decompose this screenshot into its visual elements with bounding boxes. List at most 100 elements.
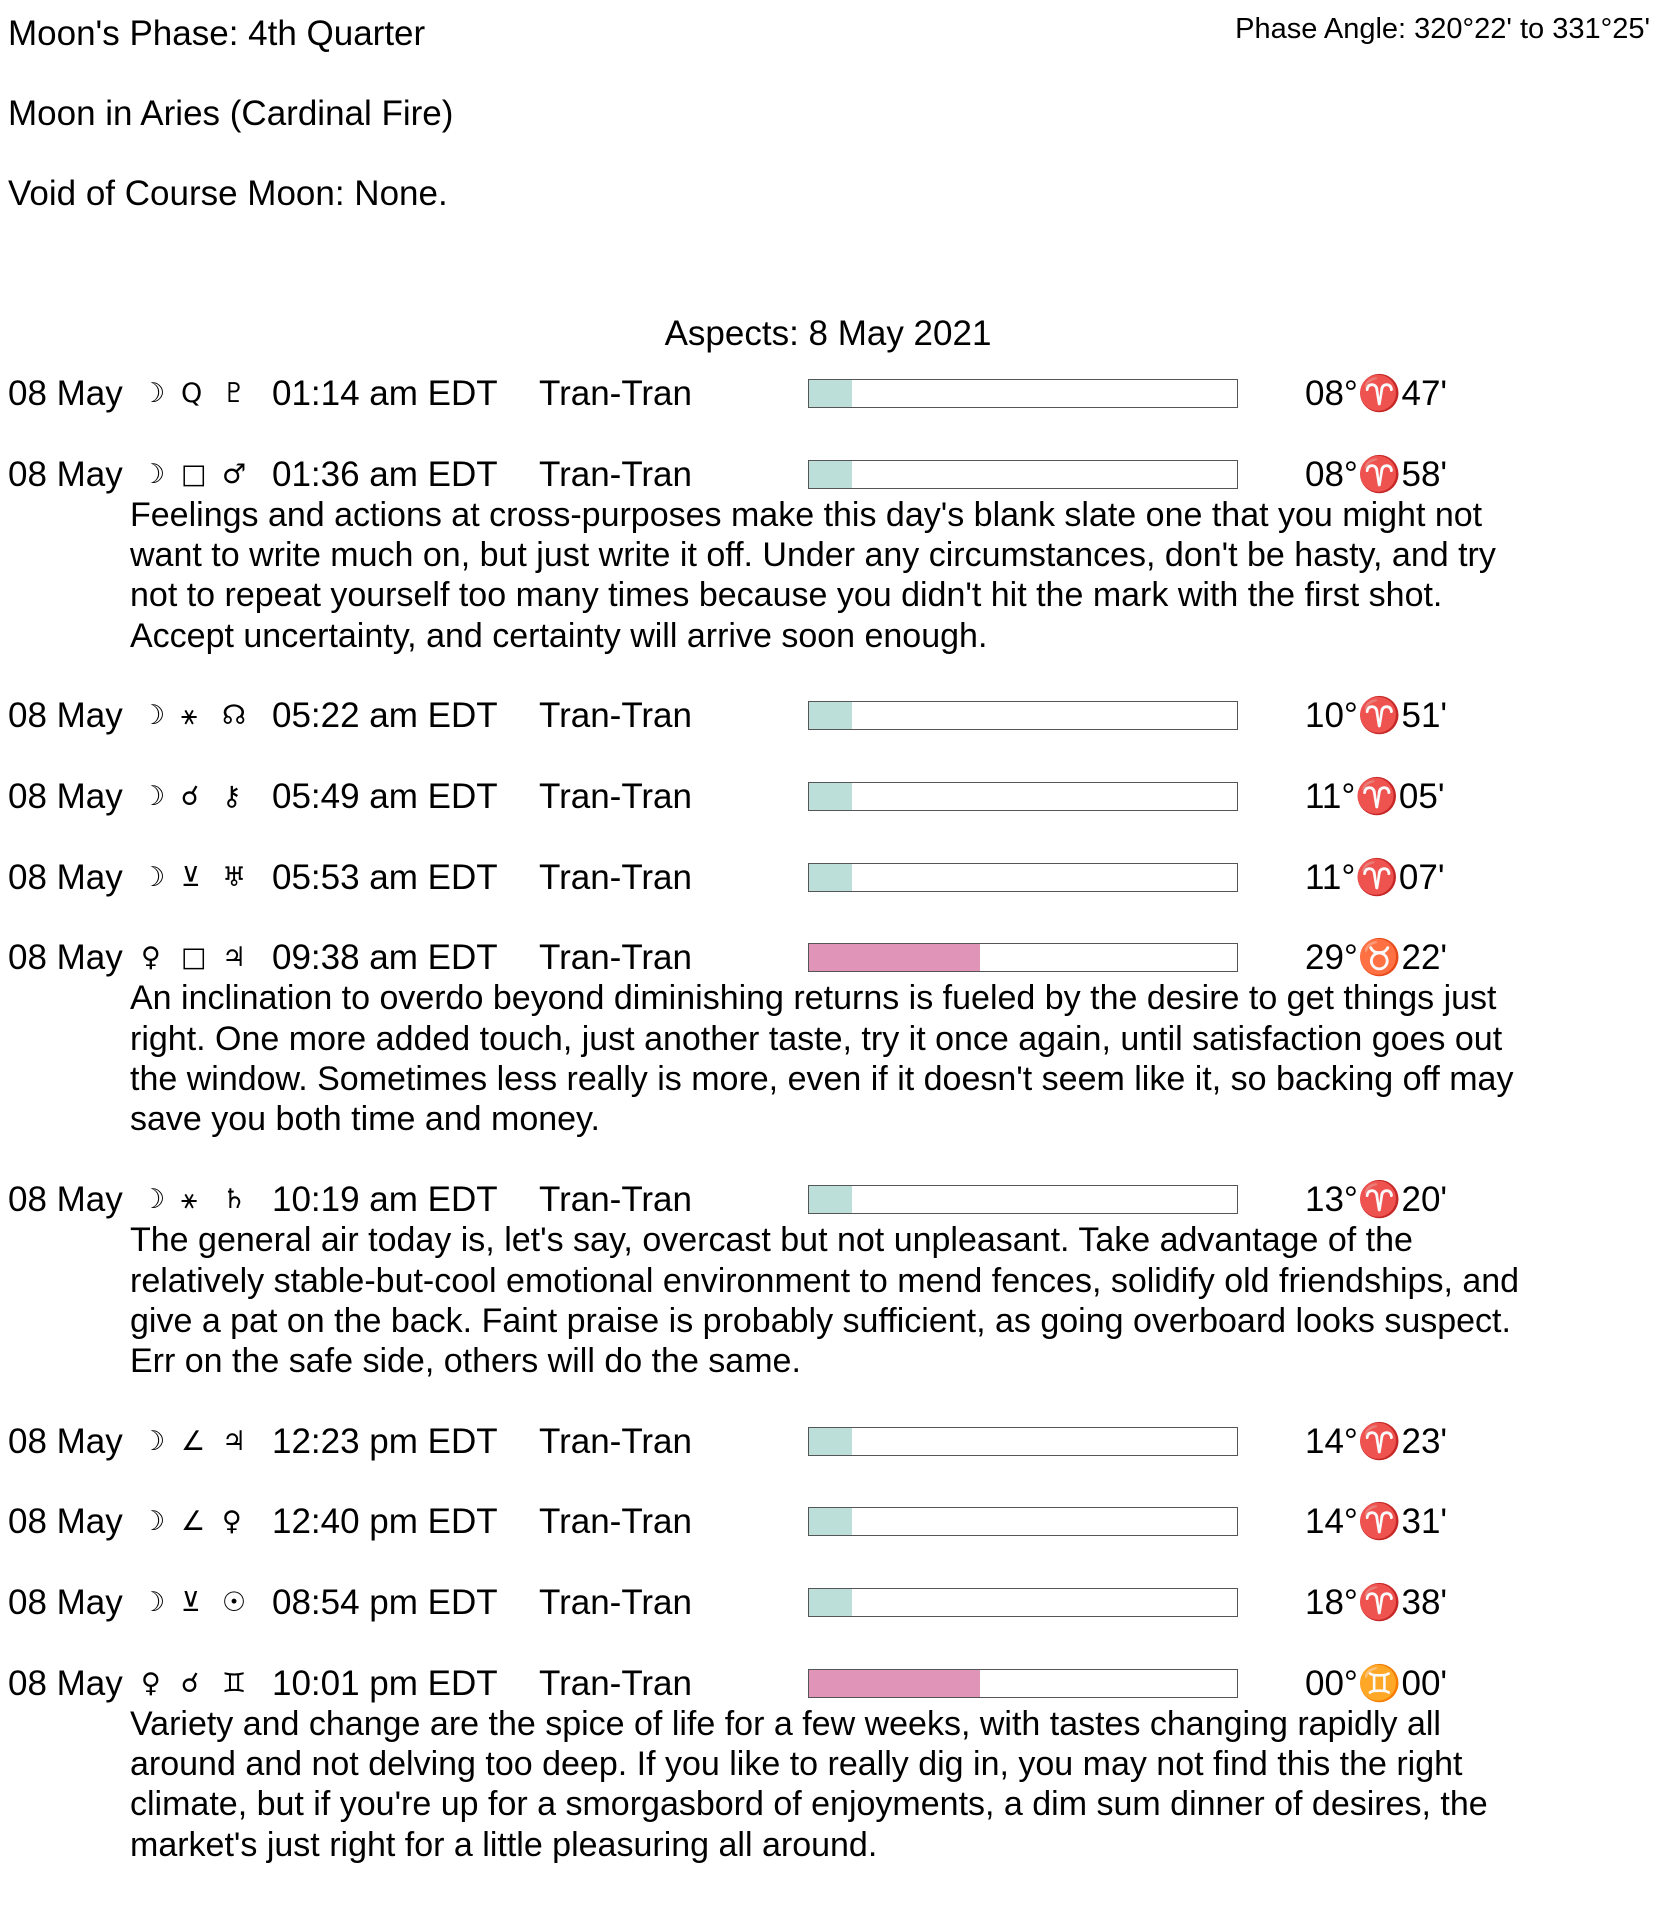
strength-bar [808, 943, 1238, 973]
aspect-date: 08 May [8, 1421, 123, 1461]
aspect-description-line: An inclination to overdo beyond diminish… [130, 979, 1497, 1018]
aspect-icon: ⚹ [181, 1183, 198, 1215]
aspect-date: 08 May [8, 776, 123, 816]
aspect-kind: Tran-Tran [539, 1179, 692, 1219]
planet2-icon: ♅ [222, 861, 247, 893]
void-of-course: Void of Course Moon: None. [8, 174, 448, 213]
aspect-position: 00°♊00' [1305, 1663, 1448, 1703]
aspect-time: 01:36 am EDT [272, 454, 498, 494]
aspect-row: 08 May ☽ ⚹ ☊ 05:22 am EDT Tran-Tran 10°♈51' [0, 696, 1656, 736]
aspect-position: 11°♈07' [1305, 857, 1445, 897]
aspect-position: 18°♈38' [1305, 1582, 1448, 1622]
planet2-icon: ♊ [222, 1667, 247, 1699]
aspect-position: 14°♈23' [1305, 1421, 1448, 1461]
aspect-description-line: not to repeat yourself too many times be… [130, 576, 1443, 615]
aspect-date: 08 May [8, 454, 123, 494]
strength-bar-fill [809, 782, 852, 810]
aspect-entry: 08 May ☽ ⚹ ☊ 05:22 am EDT Tran-Tran 10°♈51' [0, 696, 1656, 736]
strength-bar-fill [809, 1508, 852, 1536]
aspect-date: 08 May [8, 857, 123, 897]
aspect-description-line: save you both time and money. [130, 1100, 600, 1139]
aspect-description-line: around and not delving too deep. If you … [130, 1745, 1463, 1784]
aspect-entry: 08 May ☽ ⊻ ♅ 05:53 am EDT Tran-Tran 11°♈07' [0, 858, 1656, 898]
aspect-time: 05:49 am EDT [272, 776, 498, 816]
aspect-icon: ☌ [181, 1667, 200, 1699]
planet2-icon: ♃ [222, 1425, 247, 1457]
aspect-description-line: Feelings and actions at cross-purposes m… [130, 495, 1483, 534]
aspect-entry: 08 May ☽ Q ♇ 01:14 am EDT Tran-Tran 08°♈47' [0, 374, 1656, 414]
aspect-position: 14°♈31' [1305, 1502, 1448, 1542]
aspect-kind: Tran-Tran [539, 1421, 692, 1461]
planet1-icon: ☽ [141, 1586, 166, 1618]
aspect-entry: 08 May ☽ ☌ ⚷ 05:49 am EDT Tran-Tran 11°♈05' [0, 777, 1656, 817]
phase-angle: Phase Angle: 320°22' to 331°25' [1235, 13, 1650, 45]
planet1-icon: ♀ [141, 942, 161, 974]
aspect-entry: 08 May ♀ ☌ ♊ 10:01 pm EDT Tran-Tran 00°♊00' Var… [0, 1664, 1656, 1865]
strength-bar [808, 1426, 1238, 1456]
planet1-icon: ☽ [141, 1425, 166, 1457]
strength-bar [808, 701, 1238, 731]
aspect-time: 12:40 pm EDT [272, 1502, 498, 1542]
aspect-date: 08 May [8, 1502, 123, 1542]
aspect-description-line: give a pat on the back. Faint praise is … [130, 1301, 1511, 1340]
strength-bar [808, 1184, 1238, 1214]
planet1-icon: ☽ [141, 861, 166, 893]
aspect-icon: ⊻ [181, 1586, 201, 1618]
aspect-row: 08 May ☽ Q ♇ 01:14 am EDT Tran-Tran 08°♈47' [0, 374, 1656, 414]
aspects-list: 08 May ☽ Q ♇ 01:14 am EDT Tran-Tran 08°♈47' 08 … [0, 374, 1656, 1905]
aspect-row: 08 May ☽ ⊻ ♅ 05:53 am EDT Tran-Tran 11°♈07' [0, 858, 1656, 898]
aspect-entry: 08 May ☽ □ ♂ 01:36 am EDT Tran-Tran 08°♈58' Fee… [0, 455, 1656, 656]
aspect-kind: Tran-Tran [539, 857, 692, 897]
aspect-date: 08 May [8, 1179, 123, 1219]
aspect-description-line: right. One more added touch, just anothe… [130, 1019, 1503, 1058]
planet2-icon: ⚷ [222, 780, 242, 812]
aspect-date: 08 May [8, 696, 123, 736]
aspect-description-line: want to write much on, but just write it… [130, 536, 1496, 575]
planet1-icon: ☽ [141, 378, 166, 409]
aspect-time: 05:22 am EDT [272, 696, 498, 736]
aspect-row: 08 May ☽ □ ♂ 01:36 am EDT Tran-Tran 08°♈58' [0, 455, 1656, 495]
planet1-icon: ☽ [141, 780, 166, 812]
planet1-icon: ☽ [141, 458, 166, 490]
strength-bar [808, 781, 1238, 811]
planet2-icon: ♀ [222, 1506, 242, 1538]
aspect-description-line: Accept uncertainty, and certainty will a… [130, 616, 988, 655]
strength-bar [808, 379, 1238, 408]
aspect-time: 10:01 pm EDT [272, 1663, 498, 1703]
strength-bar [808, 1668, 1238, 1698]
strength-bar-fill [809, 1427, 852, 1455]
aspect-icon: ☌ [181, 780, 200, 812]
aspect-description-line: climate, but if you're up for a smorgasb… [130, 1785, 1488, 1824]
aspect-position: 13°♈20' [1305, 1179, 1448, 1219]
aspects-title: Aspects: 8 May 2021 [664, 314, 992, 353]
aspect-date: 08 May [8, 1582, 123, 1622]
aspect-time: 05:53 am EDT [272, 857, 498, 897]
aspect-position: 11°♈05' [1305, 776, 1445, 816]
strength-bar-fill [809, 1588, 852, 1616]
aspect-row: 08 May ☽ ☌ ⚷ 05:49 am EDT Tran-Tran 11°♈05' [0, 777, 1656, 817]
strength-bar-fill [809, 460, 852, 488]
aspect-description-line: Variety and change are the spice of life… [130, 1704, 1441, 1743]
aspect-kind: Tran-Tran [539, 776, 692, 816]
aspect-icon: Q [181, 378, 203, 409]
strength-bar-fill [809, 863, 852, 891]
planet1-icon: ☽ [141, 1506, 166, 1538]
aspect-time: 12:23 pm EDT [272, 1421, 498, 1461]
aspect-kind: Tran-Tran [539, 374, 692, 413]
aspect-row: 08 May ♀ ☌ ♊ 10:01 pm EDT Tran-Tran 00°♊00' [0, 1664, 1656, 1704]
strength-bar-fill [809, 380, 852, 407]
aspect-icon: □ [181, 942, 207, 974]
aspect-position: 29°♉22' [1305, 938, 1448, 978]
aspect-row: 08 May ☽ ∠ ♃ 12:23 pm EDT Tran-Tran 14°♈23' [0, 1422, 1656, 1462]
aspect-position: 08°♈47' [1305, 374, 1448, 413]
aspect-time: 08:54 pm EDT [272, 1582, 498, 1622]
planet2-icon: ☊ [222, 700, 246, 732]
aspect-icon: ∠ [181, 1425, 206, 1457]
aspect-icon: ∠ [181, 1506, 206, 1538]
planet1-icon: ☽ [141, 1183, 166, 1215]
planet2-icon: ♄ [222, 1183, 247, 1215]
planet1-icon: ☽ [141, 700, 166, 732]
aspect-time: 10:19 am EDT [272, 1179, 498, 1219]
aspect-entry: 08 May ☽ ⚹ ♄ 10:19 am EDT Tran-Tran 13°♈20' The… [0, 1180, 1656, 1381]
aspect-date: 08 May [8, 938, 123, 978]
